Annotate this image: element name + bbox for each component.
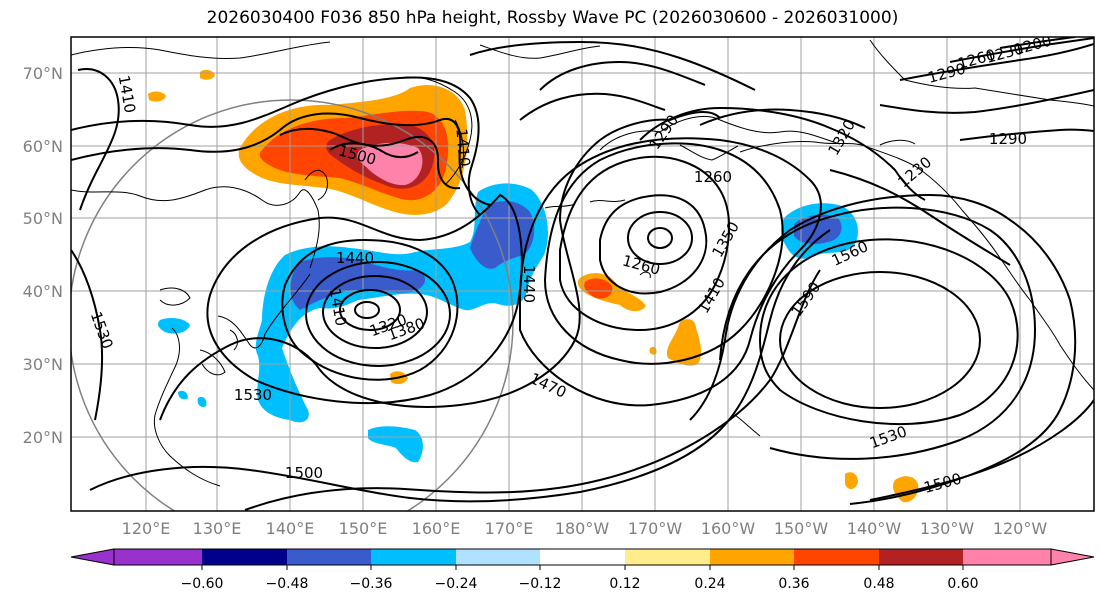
- negative-anomaly-japan: [157, 183, 858, 463]
- contour-label: 1260: [694, 168, 732, 186]
- colorbar-segment: [540, 549, 625, 565]
- colorbar-segment: [287, 549, 371, 565]
- map-title: 2026030400 F036 850 hPa height, Rossby W…: [206, 8, 899, 28]
- height-contours: [71, 37, 1094, 511]
- lat-label: 60°N: [23, 137, 63, 156]
- colorbar-ticks: [201, 565, 964, 570]
- colorbar-segment: [371, 549, 456, 565]
- colorbar-segment: [625, 549, 710, 565]
- lon-label: 160°E: [412, 519, 461, 538]
- latitude-labels: 70°N 60°N 50°N 40°N 30°N 20°N: [23, 64, 63, 447]
- lat-label: 70°N: [23, 64, 63, 83]
- colorbar-tick-label: 0.24: [694, 576, 725, 592]
- contour-label: 1290: [989, 130, 1027, 148]
- lon-label: 170°E: [485, 519, 534, 538]
- lon-label: 130°W: [920, 519, 975, 538]
- colorbar-extend-right: [1050, 548, 1095, 566]
- contour-label: 1500: [285, 464, 323, 482]
- graticule: [71, 37, 1094, 511]
- contour-label: 1440: [520, 265, 538, 303]
- lon-label: 180°W: [555, 519, 610, 538]
- colorbar-extend-left: [70, 548, 115, 566]
- lat-label: 40°N: [23, 282, 63, 301]
- colorbar-segment: [202, 549, 287, 565]
- colorbar-segment: [456, 549, 540, 565]
- lon-label: 120°W: [993, 519, 1048, 538]
- colorbar-tick-label: 0.48: [863, 576, 894, 592]
- positive-anomaly-siberia: [238, 84, 468, 215]
- positive-anomaly-small: [148, 69, 919, 503]
- longitude-labels: 120°E 130°E 140°E 150°E 160°E 170°E 180°…: [122, 519, 1048, 538]
- lon-label: 160°W: [701, 519, 756, 538]
- colorbar-outline: [113, 548, 1052, 566]
- contour-label: 1530: [234, 386, 272, 404]
- colorbar-tick-label: −0.36: [350, 576, 393, 592]
- colorbar-tick-label: −0.12: [519, 576, 562, 592]
- lon-label: 150°W: [774, 519, 829, 538]
- lat-label: 50°N: [23, 209, 63, 228]
- lon-label: 140°W: [847, 519, 902, 538]
- lat-label: 20°N: [23, 428, 63, 447]
- colorbar-segment: [879, 549, 963, 565]
- contour-label: 1410: [452, 128, 473, 168]
- lon-label: 140°E: [266, 519, 315, 538]
- lon-label: 170°W: [628, 519, 683, 538]
- colorbar-tick-label: −0.48: [266, 576, 309, 592]
- lon-label: 120°E: [122, 519, 171, 538]
- colorbar-tick-label: −0.60: [181, 576, 224, 592]
- lon-label: 150°E: [339, 519, 388, 538]
- map-frame: [70, 36, 1095, 512]
- lat-label: 30°N: [23, 355, 63, 374]
- colorbar: −0.60 −0.48 −0.36 −0.24 −0.12 0.12 0.24 …: [70, 548, 1095, 592]
- contour-label: 1440: [336, 249, 374, 267]
- colorbar-segment: [794, 549, 879, 565]
- colorbar-segment: [963, 549, 1051, 565]
- colorbar-tick-label: 0.12: [609, 576, 640, 592]
- colorbar-segment: [114, 549, 202, 565]
- colorbar-tick-label: 0.60: [947, 576, 978, 592]
- colorbar-segment: [710, 549, 794, 565]
- lon-label: 130°E: [193, 519, 242, 538]
- colorbar-tick-label: −0.24: [435, 576, 478, 592]
- colorbar-tick-label: 0.36: [778, 576, 809, 592]
